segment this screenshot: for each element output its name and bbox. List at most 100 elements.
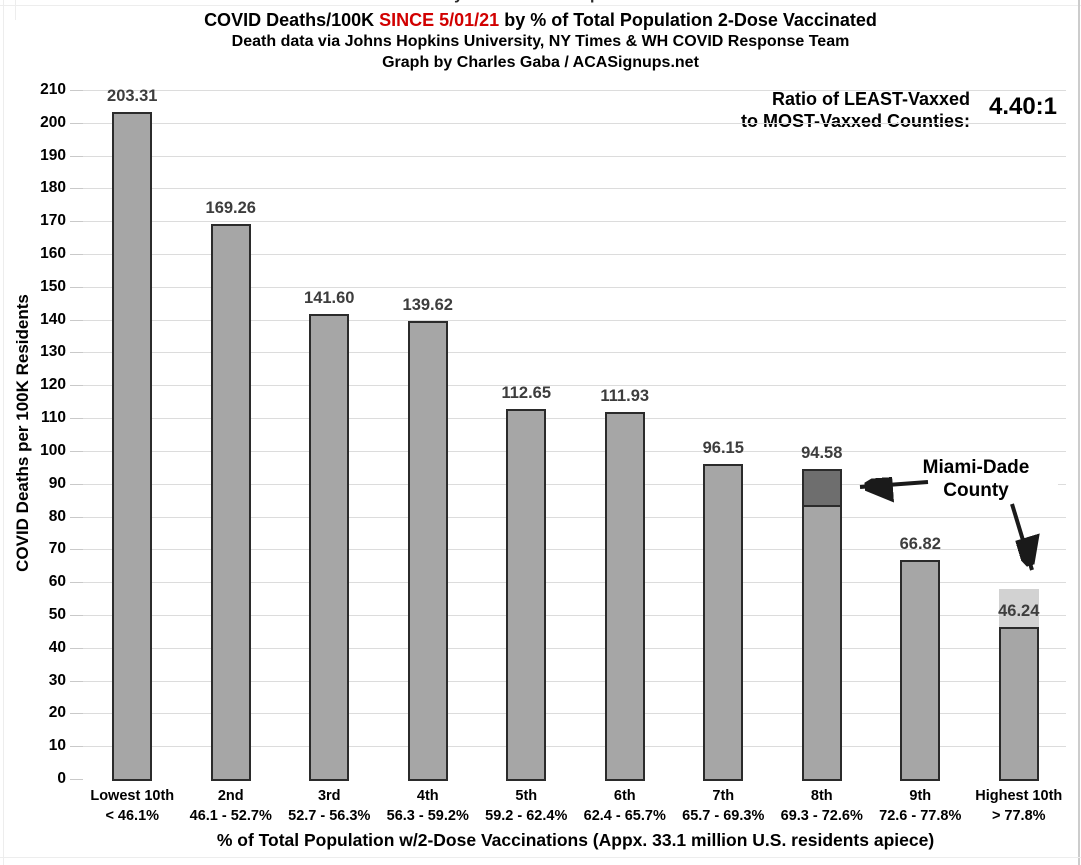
- x-tick-decile: Lowest 10th: [90, 788, 175, 804]
- x-tick-label: Lowest 10th < 46.1%: [76, 786, 188, 826]
- y-tick: [70, 614, 83, 616]
- x-tick-decile: 9th: [909, 788, 932, 804]
- y-tick-label: 30: [48, 671, 66, 689]
- y-tick-label: 160: [40, 245, 66, 263]
- x-tick-label: 3rd 52.7 - 56.3%: [273, 786, 385, 826]
- x-tick-range: 65.7 - 69.3%: [682, 808, 765, 824]
- miami-dade-segment: [998, 588, 1039, 628]
- bar-value-label: 111.93: [600, 386, 650, 405]
- y-tick: [70, 516, 83, 518]
- x-tick-decile: 4th: [416, 788, 439, 804]
- x-tick-decile: 8th: [810, 788, 833, 804]
- x-tick-range: 62.4 - 65.7%: [583, 808, 666, 824]
- chart-header: COVID Deaths/100K SINCE 5/01/21 by % of …: [0, 9, 1081, 73]
- chart-title: COVID Deaths/100K SINCE 5/01/21 by % of …: [0, 9, 1081, 31]
- y-tick-label: 20: [48, 704, 66, 722]
- y-tick: [70, 713, 83, 715]
- y-gridline: [83, 483, 1066, 485]
- x-tick-label: 9th 72.6 - 77.8%: [864, 786, 976, 826]
- x-tick-decile: 7th: [712, 788, 735, 804]
- y-gridline: [83, 680, 1066, 682]
- y-gridline: [83, 221, 1066, 223]
- bar-value-label: 203.31: [107, 86, 158, 105]
- x-tick-range: < 46.1%: [105, 808, 160, 824]
- bar: [703, 463, 744, 781]
- x-tick-range: > 77.8%: [991, 808, 1046, 824]
- y-gridline: [83, 122, 1066, 124]
- y-tick-label: 170: [40, 212, 66, 230]
- y-gridline: [83, 90, 1066, 91]
- x-tick-label: 4th 56.3 - 59.2%: [372, 786, 484, 826]
- y-tick-label: 100: [40, 441, 66, 459]
- y-gridline: [83, 155, 1066, 157]
- y-tick: [70, 122, 83, 124]
- bar-value-label: 46.24: [998, 602, 1040, 621]
- x-tick-label: 2nd 46.1 - 52.7%: [175, 786, 287, 826]
- y-gridline: [83, 418, 1066, 420]
- y-gridline: [83, 254, 1066, 256]
- cropped-row-artifact: COVID Deaths/100K SINCE 5/01/21 by % of …: [128, 0, 1018, 5]
- y-gridline: [83, 319, 1066, 321]
- left-edge-line-short: [15, 0, 16, 20]
- bar: [407, 320, 448, 781]
- bar: [506, 409, 547, 781]
- bottom-gridline-artifact: [0, 857, 1081, 858]
- x-tick-label: 6th 62.4 - 65.7%: [569, 786, 681, 826]
- x-tick-range: 46.1 - 52.7%: [189, 808, 272, 824]
- y-tick: [70, 155, 83, 157]
- y-tick-label: 200: [40, 113, 66, 131]
- y-tick: [70, 352, 83, 354]
- y-tick: [70, 385, 83, 387]
- bar-value-label: 66.82: [899, 534, 941, 553]
- bar-value-label: 96.15: [702, 438, 744, 457]
- miami-dade-annotation-line1: Miami-Dade: [922, 457, 1030, 478]
- y-tick: [70, 319, 83, 321]
- y-gridline: [83, 614, 1066, 616]
- y-gridline: [83, 286, 1066, 288]
- y-tick-label: 70: [48, 540, 66, 558]
- bar: [998, 627, 1039, 781]
- y-tick-label: 110: [40, 409, 66, 427]
- y-tick: [70, 188, 83, 190]
- miami-dade-annotation-line2: County: [943, 480, 1009, 501]
- ratio-callout-line1: Ratio of LEAST-Vaxxed: [771, 89, 970, 109]
- y-gridline: [83, 352, 1066, 354]
- bar: [309, 314, 350, 781]
- bar-value-label: 94.58: [801, 443, 843, 462]
- y-tick-label: 130: [40, 343, 66, 361]
- miami-dade-annotation: Miami-Dade County: [894, 456, 1058, 502]
- ratio-callout: Ratio of LEAST-Vaxxed to MOST-Vaxxed Cou…: [741, 88, 970, 132]
- y-tick: [70, 90, 83, 91]
- x-tick-range: 56.3 - 59.2%: [386, 808, 469, 824]
- bar-value-label: 169.26: [205, 198, 256, 217]
- y-tick: [70, 746, 83, 748]
- y-tick-label: 180: [40, 179, 66, 197]
- bar: [210, 223, 251, 781]
- y-gridline: [83, 450, 1066, 452]
- x-tick-label: 8th 69.3 - 72.6%: [766, 786, 878, 826]
- y-gridline: [83, 549, 1066, 551]
- y-tick-label: 210: [40, 81, 66, 98]
- y-gridline: [83, 516, 1066, 518]
- y-gridline: [83, 188, 1066, 190]
- y-tick: [70, 582, 83, 584]
- chart-subtitle: Death data via Johns Hopkins University,…: [231, 33, 850, 50]
- cropped-row-text: COVID Deaths/100K SINCE 5/01/21 by % of …: [128, 0, 837, 4]
- x-tick-label: 7th 65.7 - 69.3%: [667, 786, 779, 826]
- ratio-callout-line2: to MOST-Vaxxed Counties:: [740, 111, 970, 131]
- x-tick-label: 5th 59.2 - 62.4%: [470, 786, 582, 826]
- x-tick-decile: 3rd: [317, 788, 341, 804]
- ratio-value: 4.40:1: [988, 93, 1058, 120]
- bar: [112, 111, 153, 781]
- y-gridline: [83, 713, 1066, 715]
- y-tick-label: 80: [48, 507, 66, 525]
- x-tick-range: 52.7 - 56.3%: [288, 808, 371, 824]
- chart-credit: Graph by Charles Gaba / ACASignups.net: [382, 54, 699, 71]
- x-tick-range: 69.3 - 72.6%: [780, 808, 863, 824]
- title-text-prefix: COVID Deaths/100K: [204, 10, 380, 30]
- y-tick-label: 150: [40, 277, 66, 295]
- y-tick-label: 10: [48, 737, 66, 755]
- y-tick-label: 140: [40, 310, 66, 328]
- y-tick-label: 40: [48, 638, 66, 656]
